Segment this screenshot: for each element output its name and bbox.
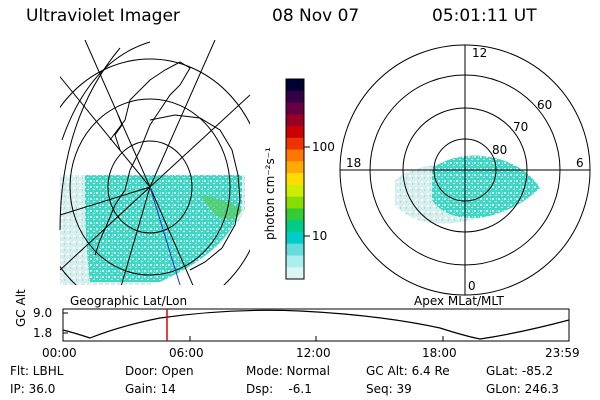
timeline-xtick-0000: 00:00 (42, 346, 77, 360)
mlt-label-6: 6 (576, 156, 584, 170)
colorbar (286, 79, 304, 280)
timeline-ylabel: GC Alt (14, 289, 28, 327)
colorbar-segment (286, 220, 304, 233)
time-label: 05:01:11 UT (432, 6, 537, 26)
timeline-plot (62, 308, 570, 342)
colorbar-segment (286, 184, 304, 198)
apex-polar-map (339, 44, 591, 296)
colorbar-segment (286, 126, 304, 139)
colorbar-segment (286, 102, 304, 115)
mlt-label-0: 0 (468, 279, 476, 293)
colorbar-segment (286, 79, 304, 92)
grid-curve (59, 47, 121, 231)
geographic-map (60, 40, 250, 285)
timeline-xtick-1800: 18:00 (422, 346, 457, 360)
mlt-label-18: 18 (346, 156, 362, 170)
mlt-label-12: 12 (472, 46, 488, 60)
colorbar-segment (286, 255, 304, 268)
date-label: 08 Nov 07 (272, 6, 360, 26)
info-gc-alt: GC Alt: 6.4 Re (366, 364, 450, 378)
apex-panel-label: Apex MLat/MLT (414, 294, 504, 308)
timeline-xtick-1200: 12:00 (296, 346, 331, 360)
colorbar-frame (285, 78, 305, 280)
timeline-ytick-1: 1.8 (33, 326, 53, 340)
colorbar-segment (286, 196, 304, 209)
colorbar-segment (286, 149, 304, 162)
colorbar-segment (286, 243, 304, 256)
colorbar-unit-label: photon cm⁻²s⁻¹ (263, 147, 277, 240)
info-dsp: Dsp: -6.1 (246, 382, 312, 396)
info-gain: Gain: 14 (125, 382, 176, 396)
info-ip: IP: 36.0 (10, 382, 56, 396)
colorbar-label-10: 10 (312, 229, 328, 243)
lat-label-60: 60 (537, 98, 553, 112)
timeline-xtick-2359: 23:59 (545, 346, 580, 360)
colorbar-segment (286, 231, 304, 245)
colorbar-segment (286, 161, 304, 174)
info-glat: GLat: -85.2 (486, 364, 553, 378)
colorbar-segment (286, 114, 304, 127)
colorbar-segment (286, 137, 304, 151)
timeline-ytick-9: 9.0 (33, 306, 53, 320)
info-seq: Seq: 39 (366, 382, 412, 396)
colorbar-segment (286, 173, 304, 186)
colorbar-segment (286, 267, 304, 280)
geographic-panel-label: Geographic Lat/Lon (70, 294, 188, 308)
colorbar-label-100: 100 (312, 140, 335, 154)
info-door: Door: Open (125, 364, 194, 378)
info-mode: Mode: Normal (246, 364, 330, 378)
colorbar-segment (286, 90, 304, 104)
info-glon: GLon: 246.3 (486, 382, 559, 396)
lat-label-70: 70 (513, 120, 529, 134)
instrument-title: Ultraviolet Imager (26, 6, 180, 26)
info-filter: Flt: LBHL (10, 364, 64, 378)
colorbar-segment (286, 208, 304, 221)
timeline-xtick-0600: 06:00 (169, 346, 204, 360)
grid-curve (61, 41, 151, 141)
lat-label-80: 80 (492, 143, 508, 157)
